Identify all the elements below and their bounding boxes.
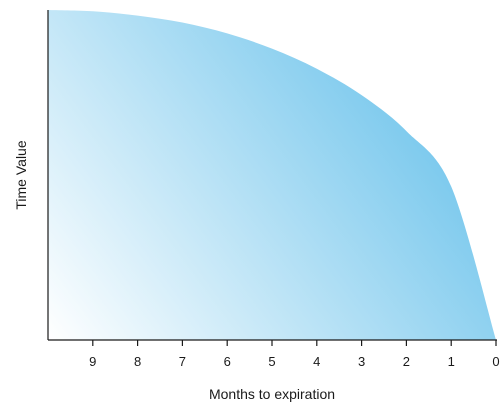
x-tick-label: 5 xyxy=(268,354,275,369)
x-tick-label: 9 xyxy=(89,354,96,369)
area-layer xyxy=(48,10,496,340)
x-axis-title: Months to expiration xyxy=(209,386,335,402)
x-tick-label: 4 xyxy=(313,354,320,369)
x-tick-label: 8 xyxy=(134,354,141,369)
x-tick-label: 1 xyxy=(448,354,455,369)
y-axis-title: Time Value xyxy=(13,140,29,209)
x-tick-label: 6 xyxy=(224,354,231,369)
time-value-area xyxy=(48,10,496,340)
x-tick-label: 3 xyxy=(358,354,365,369)
x-ticks: 9 8 7 6 5 4 3 2 1 0 xyxy=(89,340,500,369)
x-tick-label: 7 xyxy=(179,354,186,369)
x-tick-label: 2 xyxy=(403,354,410,369)
x-tick-label: 0 xyxy=(492,354,499,369)
